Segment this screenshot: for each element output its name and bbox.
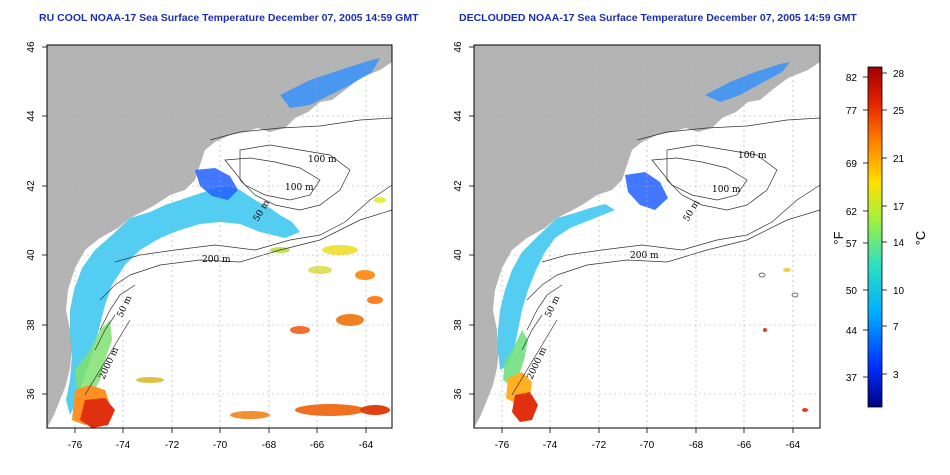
left-map-land bbox=[47, 45, 392, 428]
right-x-tick-label: -66 bbox=[737, 440, 752, 451]
right-x-tick-label: -76 bbox=[495, 440, 510, 451]
colorbar-c-tick-label: 10 bbox=[893, 286, 905, 297]
left-y-tick-label: 42 bbox=[26, 180, 37, 192]
colorbar-f-tick-label: 50 bbox=[846, 286, 858, 297]
colorbar-c-tick-label: 21 bbox=[893, 154, 905, 165]
left-y-tick-label: 40 bbox=[26, 249, 37, 261]
colorbar-c-tick-label: 3 bbox=[893, 370, 899, 381]
right-contour-label-4: 200 m bbox=[630, 251, 659, 261]
left-y-tick-label: 46 bbox=[26, 41, 37, 53]
left-map-sst-north bbox=[280, 58, 380, 108]
right-y-tick-label: 36 bbox=[453, 388, 464, 400]
left-map-sst-coastal bbox=[66, 186, 300, 415]
colorbar-c-tick-label: 14 bbox=[893, 238, 905, 249]
colorbar-f-tick-label: 69 bbox=[846, 159, 858, 170]
colorbar: 82 77 69 62 57 50 44 37 28 25 21 17 14 1… bbox=[831, 66, 928, 408]
left-map-sst-gulf-maine bbox=[195, 168, 238, 200]
right-map-sst-gulfstream bbox=[512, 392, 538, 422]
colorbar-celsius-unit: °C bbox=[913, 231, 928, 246]
right-map-ticks bbox=[469, 46, 794, 433]
left-contour-label-1: 100 m bbox=[308, 155, 337, 165]
right-map: 100 m 100 m 50 m 200 m 50 m 2000 m -76 -… bbox=[453, 41, 821, 451]
colorbar-f-tick-label: 57 bbox=[846, 239, 858, 250]
right-map-sst-north bbox=[705, 62, 790, 102]
colorbar-f-tick-label: 77 bbox=[846, 106, 858, 117]
left-x-tick-label: -74 bbox=[116, 440, 131, 451]
left-map-frame bbox=[46, 44, 393, 429]
right-y-tick-label: 40 bbox=[453, 249, 464, 261]
right-x-tick-label: -72 bbox=[592, 440, 607, 451]
left-x-tick-label: -70 bbox=[213, 440, 228, 451]
colorbar-c-tick-label: 17 bbox=[893, 202, 905, 213]
right-map-sparse-isotherms bbox=[758, 272, 799, 298]
right-y-tick-label: 38 bbox=[453, 319, 464, 331]
colorbar-fahrenheit-unit: °F bbox=[831, 231, 846, 244]
colorbar-c-tick-label: 7 bbox=[893, 322, 899, 333]
colorbar-gradient bbox=[867, 66, 883, 408]
left-y-tick-label: 38 bbox=[26, 319, 37, 331]
left-map-sst-mid bbox=[75, 320, 112, 405]
right-map-grid bbox=[474, 45, 820, 428]
right-contour-label-1: 100 m bbox=[738, 151, 767, 161]
left-map-grid bbox=[47, 45, 392, 428]
colorbar-f-tick-label: 82 bbox=[846, 73, 858, 84]
left-contour-label-4: 200 m bbox=[202, 255, 231, 265]
left-x-tick-label: -76 bbox=[68, 440, 83, 451]
right-y-tick-label: 44 bbox=[453, 110, 464, 122]
left-map-sst-gulfstream bbox=[80, 398, 115, 428]
left-x-tick-label: -66 bbox=[310, 440, 325, 451]
left-y-tick-label: 36 bbox=[26, 388, 37, 400]
colorbar-f-tick-label: 62 bbox=[846, 207, 858, 218]
left-map-ticks bbox=[42, 46, 367, 433]
left-x-tick-label: -72 bbox=[165, 440, 180, 451]
right-x-tick-label: -74 bbox=[543, 440, 558, 451]
right-contour-label-2: 100 m bbox=[712, 185, 741, 195]
left-x-tick-label: -64 bbox=[359, 440, 374, 451]
right-x-tick-label: -68 bbox=[689, 440, 704, 451]
colorbar-f-tick-label: 44 bbox=[846, 326, 858, 337]
left-x-tick-label: -68 bbox=[262, 440, 277, 451]
right-x-tick-label: -70 bbox=[640, 440, 655, 451]
right-map-sst-sparse bbox=[763, 268, 808, 412]
colorbar-f-tick-label: 37 bbox=[846, 373, 858, 384]
right-map-sst-gulf-maine bbox=[625, 172, 668, 210]
left-map: 100 m 100 m 50 m 200 m 50 m 2000 m -76 -… bbox=[26, 41, 393, 451]
right-map-title: DECLOUDED NOAA-17 Sea Surface Temperatur… bbox=[459, 12, 857, 24]
left-y-tick-label: 44 bbox=[26, 110, 37, 122]
left-contour-label-2: 100 m bbox=[285, 183, 314, 193]
colorbar-ticks bbox=[863, 72, 887, 378]
right-y-tick-label: 42 bbox=[453, 180, 464, 192]
right-map-land bbox=[474, 45, 820, 428]
left-map-title: RU COOL NOAA-17 Sea Surface Temperature … bbox=[39, 12, 419, 24]
right-map-sst-mid bbox=[503, 330, 528, 385]
left-map-contours bbox=[84, 117, 392, 396]
right-y-tick-label: 46 bbox=[453, 41, 464, 53]
right-x-tick-label: -64 bbox=[786, 440, 801, 451]
colorbar-c-tick-label: 28 bbox=[893, 69, 905, 80]
colorbar-c-tick-label: 25 bbox=[893, 106, 905, 117]
